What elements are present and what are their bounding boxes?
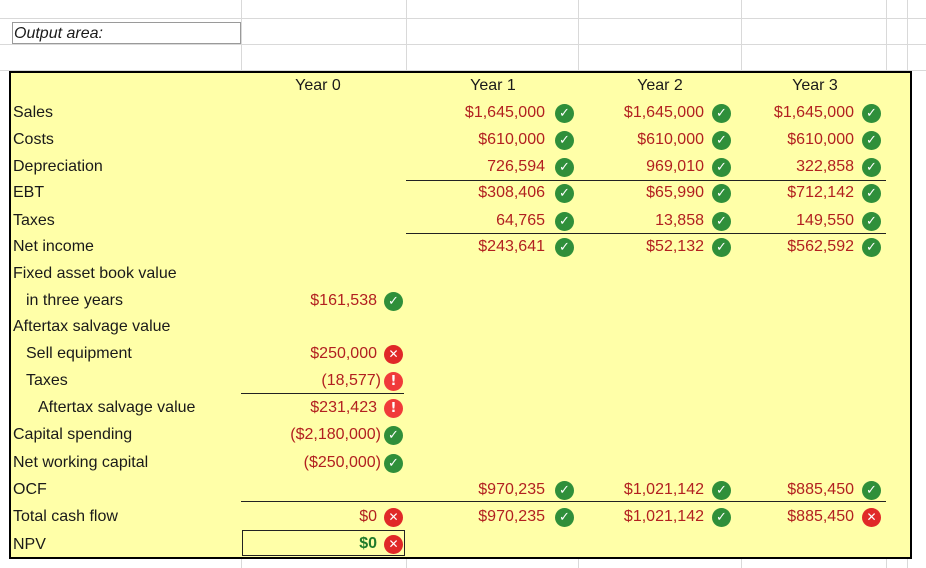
output-panel: [9, 71, 912, 559]
tcf-year-3[interactable]: $885,450: [787, 508, 854, 525]
label-taxes: Taxes: [13, 212, 55, 229]
net-income-year-3[interactable]: $562,592: [787, 238, 854, 255]
label-sell-equipment: Sell equipment: [26, 345, 132, 362]
x-icon: ✕: [384, 535, 403, 554]
costs-year-3[interactable]: $610,000: [787, 131, 854, 148]
tcf-year-0[interactable]: $0: [359, 508, 377, 525]
taxes-year-2[interactable]: 13,858: [655, 212, 704, 229]
label-total-cash-flow: Total cash flow: [13, 508, 118, 525]
check-icon: ✓: [712, 212, 731, 231]
npv-cell[interactable]: [242, 530, 405, 556]
sales-year-1[interactable]: $1,645,000: [464, 104, 545, 121]
label-salvage-taxes: Taxes: [26, 372, 68, 389]
gridline: [0, 44, 926, 45]
exclamation-icon: !: [384, 399, 403, 418]
label-aftertax-salvage-value-total: Aftertax salvage value: [38, 399, 196, 416]
label-costs: Costs: [13, 131, 54, 148]
check-icon: ✓: [862, 212, 881, 231]
check-icon: ✓: [712, 104, 731, 123]
label-net-working-capital: Net working capital: [13, 454, 149, 471]
ocf-year-3[interactable]: $885,450: [787, 481, 854, 498]
check-icon: ✓: [384, 292, 403, 311]
label-ocf: OCF: [13, 481, 47, 498]
check-icon: ✓: [555, 238, 574, 257]
label-ebt: EBT: [13, 184, 45, 201]
depreciation-year-1[interactable]: 726,594: [487, 158, 545, 175]
check-icon: ✓: [555, 481, 574, 500]
depreciation-year-2[interactable]: 969,010: [646, 158, 704, 175]
taxes-year-3[interactable]: 149,550: [796, 212, 854, 229]
header-year-0: Year 0: [295, 77, 341, 94]
check-icon: ✓: [862, 158, 881, 177]
npv-value[interactable]: $0: [359, 535, 377, 552]
net-income-year-1[interactable]: $243,641: [478, 238, 545, 255]
check-icon: ✓: [862, 238, 881, 257]
output-area-label[interactable]: Output area:: [12, 22, 241, 44]
taxes-year-1[interactable]: 64,765: [496, 212, 545, 229]
taxes-underline: [406, 233, 886, 234]
check-icon: ✓: [712, 238, 731, 257]
x-icon: ✕: [384, 508, 403, 527]
nwc-year-0[interactable]: ($250,000): [303, 454, 381, 471]
check-icon: ✓: [555, 184, 574, 203]
tcf-year-2[interactable]: $1,021,142: [623, 508, 704, 525]
label-depreciation: Depreciation: [13, 158, 103, 175]
check-icon: ✓: [712, 481, 731, 500]
label-net-income: Net income: [13, 238, 94, 255]
label-in-three-years: in three years: [26, 292, 123, 309]
check-icon: ✓: [712, 184, 731, 203]
aftertax-salvage-year-0[interactable]: $231,423: [310, 399, 377, 416]
depreciation-underline: [406, 180, 886, 181]
salvage-taxes-year-0[interactable]: (18,577): [321, 372, 381, 389]
check-icon: ✓: [555, 158, 574, 177]
x-icon: ✕: [384, 345, 403, 364]
costs-year-2[interactable]: $610,000: [637, 131, 704, 148]
book-value-year-0[interactable]: $161,538: [310, 292, 377, 309]
header-year-3: Year 3: [792, 77, 838, 94]
label-capital-spending: Capital spending: [13, 426, 133, 443]
check-icon: ✓: [862, 184, 881, 203]
label-fixed-asset-book-value: Fixed asset book value: [13, 265, 177, 282]
header-year-2: Year 2: [637, 77, 683, 94]
gridline: [0, 18, 926, 19]
x-icon: ✕: [862, 508, 881, 527]
sales-year-3[interactable]: $1,645,000: [773, 104, 854, 121]
label-sales: Sales: [13, 104, 54, 121]
header-year-1: Year 1: [470, 77, 516, 94]
check-icon: ✓: [555, 508, 574, 527]
label-aftertax-salvage-value: Aftertax salvage value: [13, 318, 171, 335]
net-income-year-2[interactable]: $52,132: [646, 238, 704, 255]
check-icon: ✓: [712, 131, 731, 150]
ocf-year-2[interactable]: $1,021,142: [623, 481, 704, 498]
check-icon: ✓: [862, 104, 881, 123]
sell-equipment-year-0[interactable]: $250,000: [310, 345, 377, 362]
label-npv: NPV: [13, 536, 46, 553]
ebt-year-3[interactable]: $712,142: [787, 184, 854, 201]
costs-year-1[interactable]: $610,000: [478, 131, 545, 148]
sales-year-2[interactable]: $1,645,000: [623, 104, 704, 121]
depreciation-year-3[interactable]: 322,858: [796, 158, 854, 175]
ebt-year-1[interactable]: $308,406: [478, 184, 545, 201]
ocf-underline: [241, 501, 886, 502]
check-icon: ✓: [384, 454, 403, 473]
ebt-year-2[interactable]: $65,990: [646, 184, 704, 201]
ocf-year-1[interactable]: $970,235: [478, 481, 545, 498]
tcf-year-1[interactable]: $970,235: [478, 508, 545, 525]
check-icon: ✓: [862, 131, 881, 150]
check-icon: ✓: [555, 104, 574, 123]
check-icon: ✓: [555, 212, 574, 231]
check-icon: ✓: [862, 481, 881, 500]
gridline: [0, 70, 926, 71]
check-icon: ✓: [712, 508, 731, 527]
check-icon: ✓: [384, 426, 403, 445]
capital-spending-year-0[interactable]: ($2,180,000): [290, 426, 381, 443]
salvage-taxes-underline: [241, 393, 404, 394]
check-icon: ✓: [555, 131, 574, 150]
exclamation-icon: !: [384, 372, 403, 391]
check-icon: ✓: [712, 158, 731, 177]
